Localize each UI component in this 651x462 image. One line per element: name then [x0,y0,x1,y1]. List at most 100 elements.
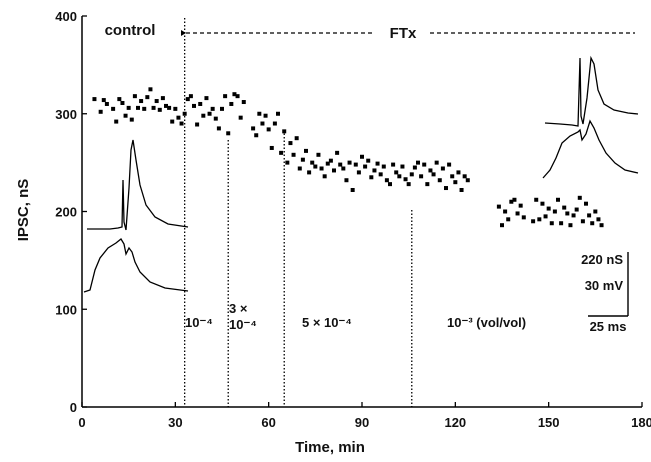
data-point [456,170,461,175]
scale-label-voltage: 30 mV [585,278,624,293]
data-point [422,162,427,167]
axes [81,16,642,408]
control-label: control [105,22,156,39]
data-point [260,121,265,126]
data-point [381,164,386,169]
data-point [543,214,548,219]
y-tick-label: 200 [55,205,77,220]
data-point [151,105,156,110]
data-point [509,199,514,204]
data-point [98,109,103,114]
data-point [378,172,383,177]
data-point [453,180,458,185]
concentration-labels: 10⁻⁴3 ×10⁻⁴ 5 × 10⁻⁴ 10⁻³ (vol/vol) [185,301,526,332]
data-point [580,219,585,224]
data-point [223,94,228,99]
data-point [204,96,209,101]
data-point [185,97,190,102]
x-tick-label: 60 [261,415,275,430]
data-point [276,111,280,116]
data-point [167,105,172,110]
data-point [170,119,175,124]
data-points [92,87,604,228]
y-ticks: 0 100 200 300 400 [55,9,87,415]
data-point [347,160,352,165]
data-point [307,170,312,175]
data-point [537,217,542,222]
data-point [506,217,511,222]
data-point [216,126,221,131]
period-header: control FTx [105,22,635,42]
data-point [531,219,536,224]
data-point [291,152,296,157]
data-point [145,95,150,100]
data-point [201,113,206,118]
x-tick-label: 0 [78,415,85,430]
x-tick-label: 150 [538,415,560,430]
data-point [332,168,336,173]
data-point [409,172,414,177]
data-point [263,113,268,118]
data-point [459,187,464,192]
data-point [114,119,119,124]
data-point [164,103,168,108]
data-point [350,187,355,192]
data-point [384,178,389,183]
data-point [540,201,545,206]
x-axis-title: Time, min [295,439,365,456]
data-point [425,182,430,187]
data-point [577,195,582,200]
trace-inset-drug [542,55,639,179]
data-point [235,94,240,99]
data-point [444,186,448,191]
data-point [316,152,321,157]
data-point [241,100,246,105]
data-point [266,127,271,132]
data-point [500,223,504,228]
data-point [300,157,305,162]
data-point [412,165,417,170]
data-point [136,105,140,110]
data-point [596,217,601,222]
concentration-label: 5 × 10⁻⁴ [302,315,352,330]
data-point [391,162,396,167]
data-point [207,111,212,116]
data-point [282,129,287,134]
y-tick-label: 0 [70,400,77,415]
data-point [220,106,224,111]
concentration-label: 10⁻⁴ [229,317,257,332]
scale-bar: 220 nS 30 mV 25 ms [581,252,629,334]
data-point [179,121,184,126]
data-point [450,174,455,179]
data-point [313,164,318,169]
y-tick-label: 300 [55,107,77,122]
data-point [294,136,299,141]
x-ticks: 0 30 60 90 120 150 180 [78,402,651,430]
concentration-label: 10⁻³ (vol/vol) [447,315,526,330]
x-tick-label: 180 [631,415,651,430]
data-point [534,197,539,202]
data-point [154,99,159,104]
drug-voltage-trace [544,55,639,127]
data-point [546,206,551,211]
data-point [462,174,467,179]
data-point [148,87,153,92]
data-point [176,115,181,120]
data-point [394,170,399,175]
data-point [226,131,231,136]
data-point [515,211,520,216]
data-point [419,174,424,179]
data-point [338,162,343,167]
data-point [403,177,408,182]
data-point [142,106,147,111]
data-point [251,126,256,131]
data-point [372,168,377,173]
data-point [210,106,215,111]
data-point [366,158,371,163]
data-point [129,117,134,122]
data-point [335,150,340,155]
data-point [369,175,374,180]
data-point [568,223,573,228]
data-point [328,158,333,163]
